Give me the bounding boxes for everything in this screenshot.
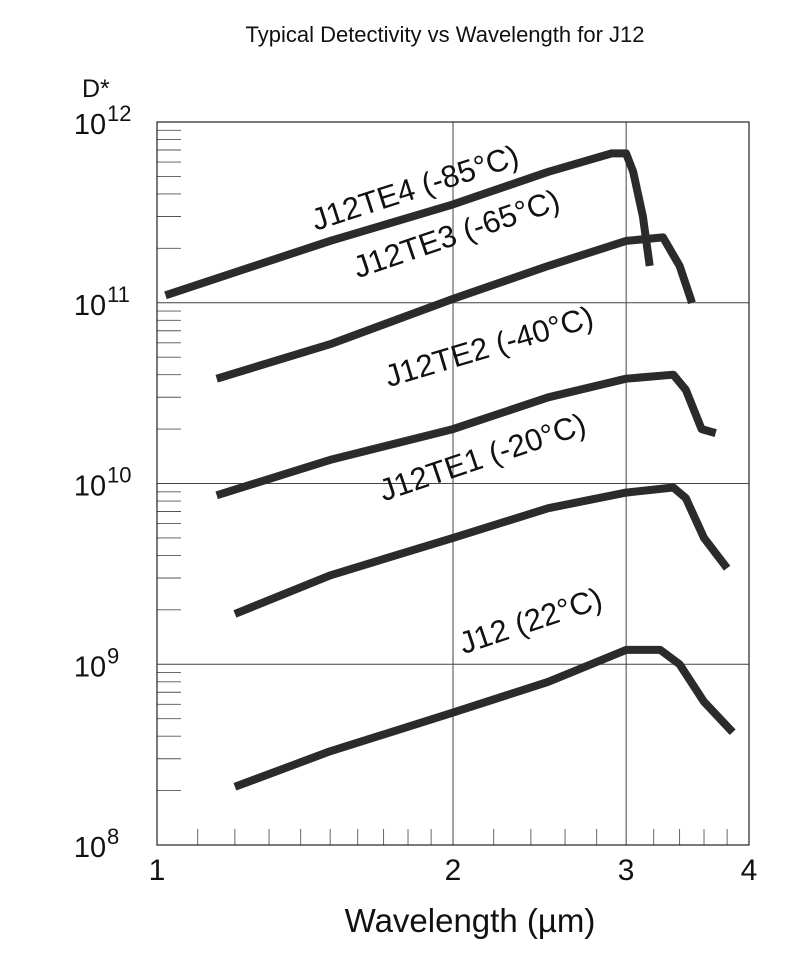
series-labels: J12TE4 (-85°C)J12TE3 (-65°C)J12TE2 (-40°…: [307, 138, 607, 661]
series-line-3: [233, 483, 731, 618]
x-tick-label: 4: [741, 854, 758, 887]
y-tick-exponent: 10: [107, 463, 131, 488]
series-line-0: [164, 149, 654, 300]
minor-ticks: [157, 129, 728, 845]
x-tick-labels: 1 2 3 4: [149, 854, 758, 887]
y-tick-label: 10 12: [74, 101, 132, 141]
x-tick-label: 3: [618, 854, 635, 887]
x-tick-label: 1: [149, 854, 166, 887]
y-tick-exponent: 9: [107, 643, 119, 668]
x-tick-label: 2: [445, 854, 462, 887]
y-tick-label: 10 10: [74, 463, 132, 503]
x-axis-label: Wavelength (µm): [345, 902, 596, 939]
series-label-4: J12 (22°C): [455, 581, 607, 661]
series-lines: [164, 149, 736, 791]
y-tick-label: 10 8: [74, 824, 119, 864]
series-line-4: [233, 645, 736, 791]
y-tick-base: 10: [74, 471, 106, 503]
y-tick-base: 10: [74, 651, 106, 683]
y-tick-exponent: 8: [107, 824, 119, 849]
series-line-1: [215, 233, 696, 383]
y-tick-base: 10: [74, 109, 106, 141]
y-tick-base: 10: [74, 832, 106, 864]
y-tick-label: 10 9: [74, 643, 119, 683]
series-line-2: [215, 370, 717, 500]
y-tick-exponent: 11: [107, 282, 130, 307]
y-axis-label: D*: [82, 75, 110, 103]
y-tick-exponent: 12: [107, 101, 131, 126]
y-tick-base: 10: [74, 290, 106, 322]
y-tick-label: 10 11: [74, 282, 130, 322]
plot-area-frame: [156, 121, 750, 846]
chart-title: Typical Detectivity vs Wavelength for J1…: [245, 22, 644, 47]
